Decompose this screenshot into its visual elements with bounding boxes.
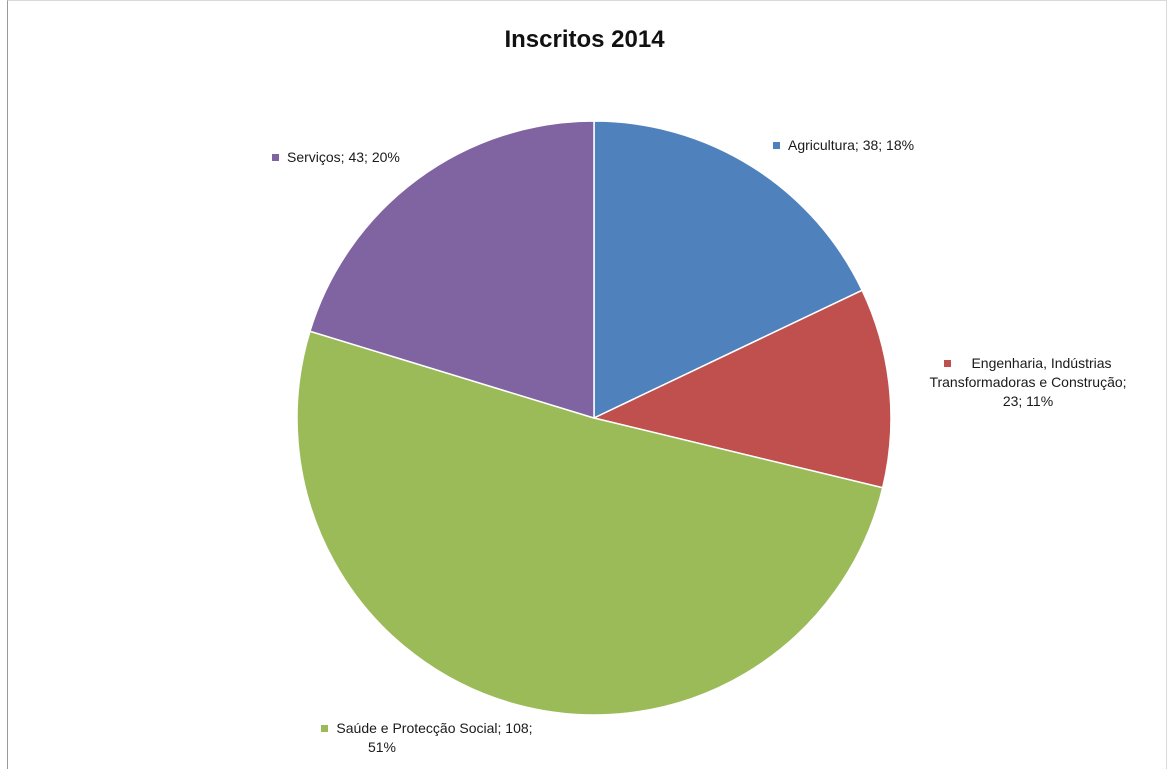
chart-frame	[7, 0, 1167, 769]
chart-title: Inscritos 2014	[504, 26, 665, 53]
label-line: 23; 11%	[1002, 393, 1054, 409]
label-line: Saúde e Protecção Social; 108;	[336, 720, 533, 736]
pie-slice-saude	[296, 330, 884, 716]
pie-slice-engenharia	[591, 289, 892, 489]
data-label-saude: Saúde e Protecção Social; 108; 51%	[312, 719, 542, 757]
legend-marker-engenharia	[944, 360, 952, 367]
label-text: Agricultura; 38; 18%	[788, 137, 915, 153]
data-label-servicos: Serviços; 43; 20%	[272, 148, 400, 167]
label-line: Transformadoras e Construção;	[929, 374, 1127, 390]
data-label-agricultura: Agricultura; 38; 18%	[773, 136, 914, 155]
legend-marker-agricultura	[773, 142, 780, 149]
pie-slice-servicos	[309, 120, 595, 420]
legend-marker-servicos	[272, 154, 279, 161]
pie-slice-agricultura	[593, 120, 864, 420]
label-text: Serviços; 43; 20%	[287, 149, 400, 165]
label-line: Engenharia, Indústrias	[971, 355, 1112, 371]
label-line: 51%	[367, 739, 397, 755]
legend-marker-saude	[321, 725, 329, 732]
data-label-engenharia: Engenharia, Indústrias Transformadoras e…	[913, 354, 1143, 411]
